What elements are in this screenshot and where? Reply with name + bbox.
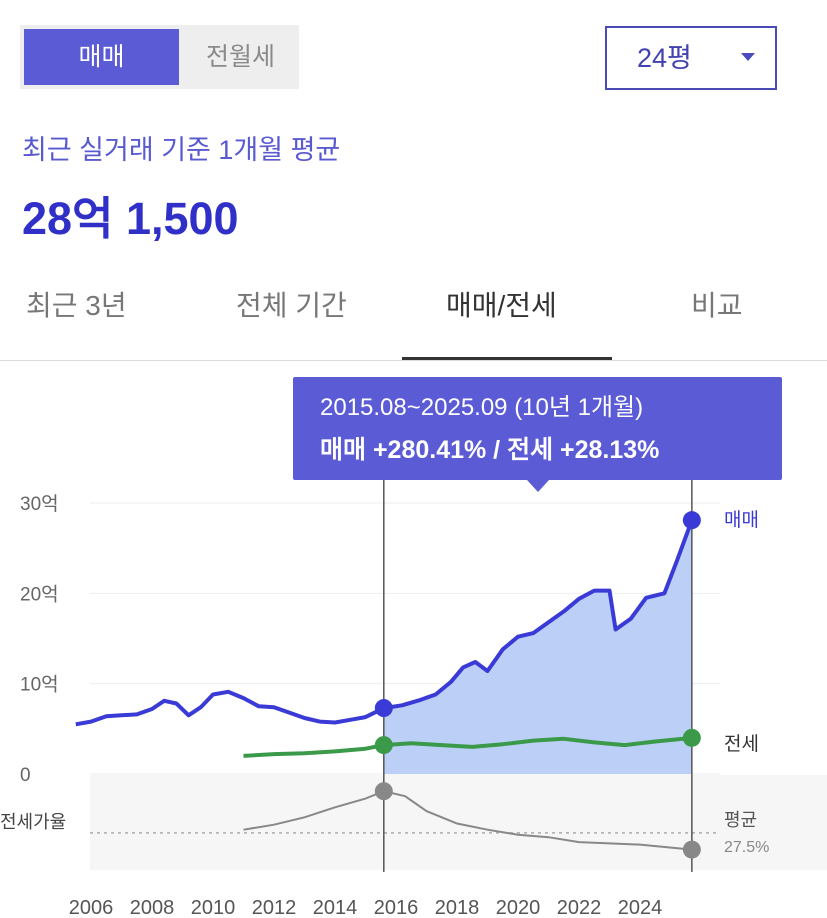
tab-compare[interactable]: 비교 — [691, 290, 743, 321]
price-subtitle: 최근 실거래 기준 1개월 평균 — [22, 135, 341, 165]
ratio-average-value: 27.5% — [724, 839, 769, 856]
range-tooltip: 2015.08~2025.09 (10년 1개월) 매매 +280.41% / … — [293, 377, 782, 492]
y-tick-label: 30억 — [20, 493, 59, 515]
ratio-band — [90, 775, 827, 870]
y-tick-label: 10억 — [20, 674, 59, 696]
lease-toggle-button[interactable]: 전월세 — [205, 43, 275, 71]
range-marker-dot — [682, 511, 701, 530]
y-axis-ticks: 0 10억 20억 30억 — [20, 493, 59, 786]
tab-sale-jeonse[interactable]: 매매/전세 — [446, 290, 557, 321]
ratio-series-line — [243, 790, 692, 851]
ratio-average-label: 평균 — [724, 810, 757, 830]
range-marker-dot — [682, 728, 701, 747]
tooltip-change: 매매 +280.41% / 전세 +28.13% — [320, 436, 659, 464]
ratio-axis-label: 전세가율 — [0, 812, 66, 832]
x-tick-label: 2016 — [374, 897, 419, 918]
size-dropdown[interactable]: 24평 — [605, 26, 777, 90]
sale-range-area — [383, 520, 692, 774]
sale-series-label: 매매 — [724, 509, 759, 531]
period-tabs: 최근 3년 전체 기간 매매/전세 비교 — [0, 270, 827, 361]
range-marker-dot — [682, 840, 701, 859]
range-markers — [374, 511, 701, 859]
x-tick-label: 2008 — [130, 897, 175, 918]
range-marker-dot — [374, 736, 393, 755]
x-tick-label: 2018 — [435, 897, 480, 918]
chevron-down-icon — [741, 53, 755, 61]
x-tick-label: 2012 — [252, 897, 297, 918]
x-tick-label: 2010 — [191, 897, 236, 918]
y-tick-label: 0 — [20, 765, 31, 786]
range-marker-dot — [374, 699, 393, 718]
tooltip-period: 2015.08~2025.09 (10년 1개월) — [320, 394, 643, 421]
range-marker-dot — [374, 782, 393, 801]
tab-all-period[interactable]: 전체 기간 — [236, 290, 347, 321]
tab-recent-3y[interactable]: 최근 3년 — [26, 290, 127, 321]
buy-toggle-button[interactable]: 매매 — [24, 29, 179, 85]
size-dropdown-value: 24평 — [637, 43, 692, 73]
jeonse-series-line — [243, 735, 693, 758]
x-tick-label: 2014 — [313, 897, 358, 918]
trade-type-toggle: 매매 전월세 — [20, 25, 299, 89]
x-axis-ticks: 2006 2008 2010 2012 2014 2016 2018 2020 2022 2024 — [69, 897, 663, 918]
average-price: 28억 1,500 — [22, 193, 239, 244]
x-tick-label: 2006 — [69, 897, 114, 918]
x-tick-label: 2020 — [496, 897, 541, 918]
active-tab-indicator — [402, 357, 612, 360]
x-tick-label: 2022 — [557, 897, 602, 918]
y-tick-label: 20억 — [20, 583, 59, 605]
jeonse-series-label: 전세 — [724, 733, 759, 755]
x-tick-label: 2024 — [618, 897, 663, 918]
